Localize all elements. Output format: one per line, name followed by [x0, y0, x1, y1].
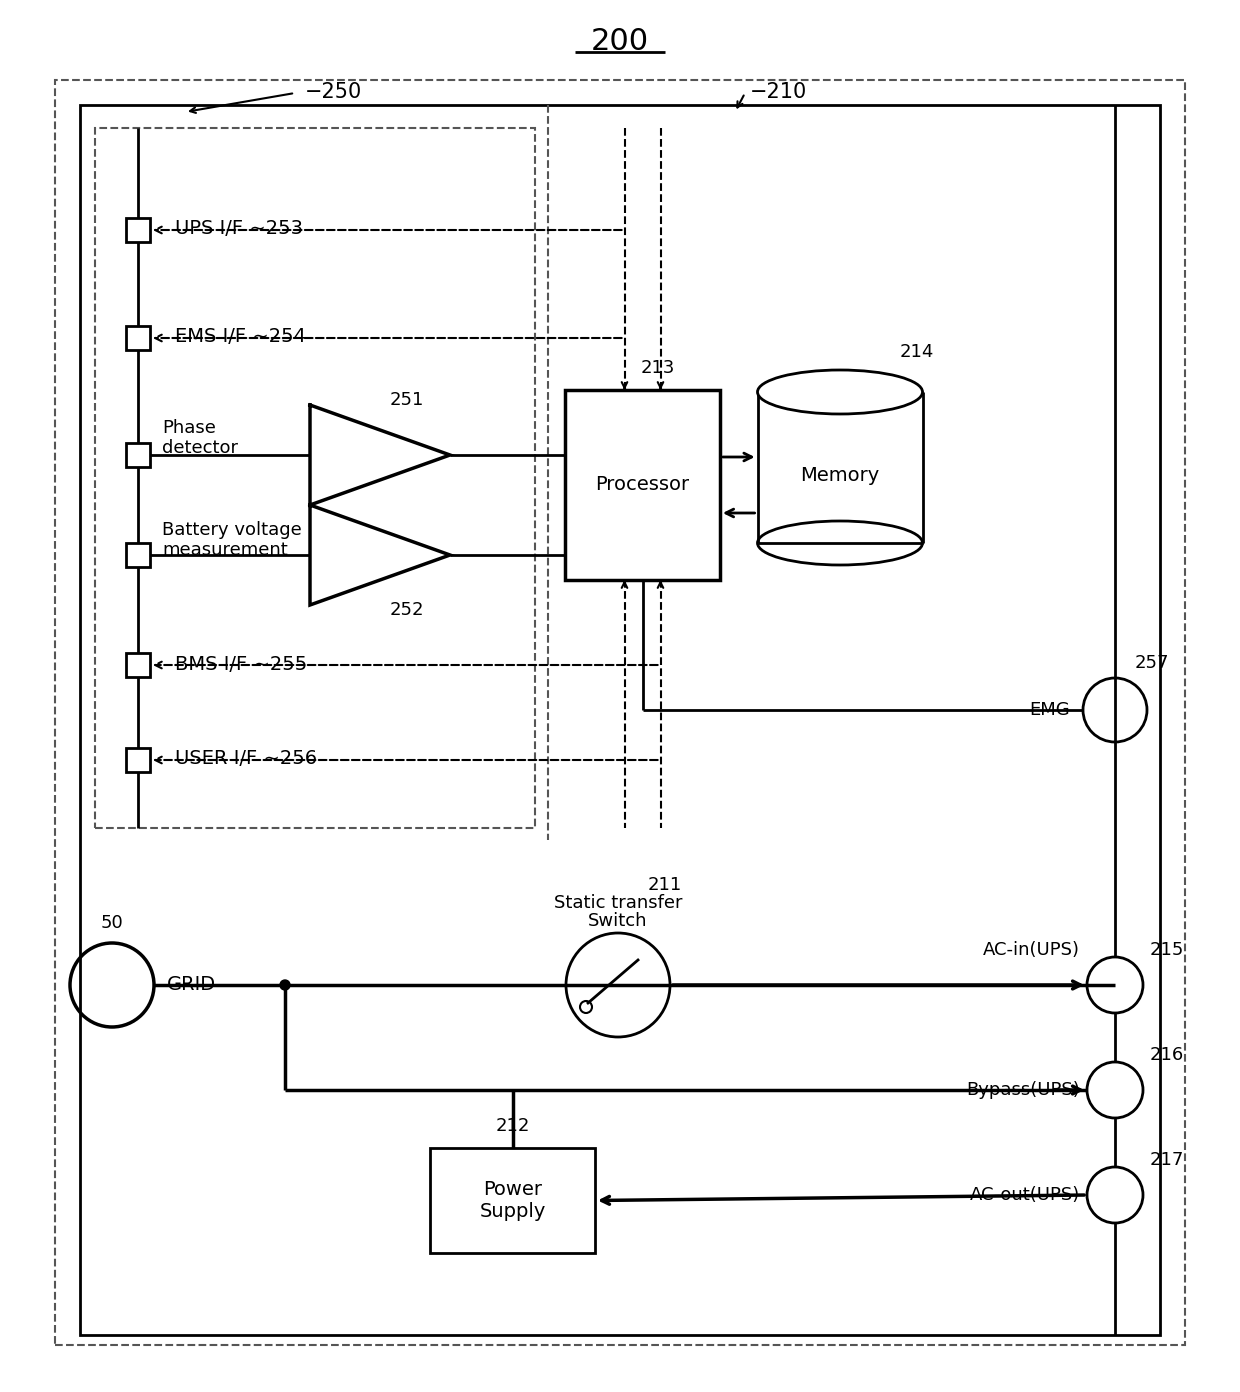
Ellipse shape — [758, 370, 923, 413]
Bar — [95, 128, 534, 828]
Text: Battery voltage: Battery voltage — [162, 521, 301, 539]
Text: Memory: Memory — [800, 466, 879, 484]
Circle shape — [280, 980, 290, 990]
Text: Phase: Phase — [162, 419, 216, 437]
Text: 215: 215 — [1149, 941, 1184, 959]
Text: Bypass(UPS): Bypass(UPS) — [966, 1082, 1080, 1100]
Text: GRID: GRID — [167, 976, 216, 994]
Text: AC-out(UPS): AC-out(UPS) — [970, 1186, 1080, 1204]
Text: 214: 214 — [900, 342, 935, 361]
Text: USER I/F ∼256: USER I/F ∼256 — [175, 749, 317, 768]
Text: AC-in(UPS): AC-in(UPS) — [983, 941, 1080, 959]
Text: Power
Supply: Power Supply — [480, 1180, 546, 1221]
Bar — [126, 219, 150, 242]
Text: BMS I/F ∼255: BMS I/F ∼255 — [175, 654, 308, 674]
Text: 251: 251 — [391, 391, 424, 409]
Text: 217: 217 — [1149, 1151, 1184, 1169]
Bar — [126, 543, 150, 567]
Text: 257: 257 — [1135, 654, 1169, 672]
Bar — [565, 390, 720, 580]
Text: −250: −250 — [305, 82, 362, 102]
Text: 252: 252 — [391, 601, 424, 619]
Text: 213: 213 — [640, 359, 675, 377]
Text: detector: detector — [162, 438, 238, 457]
Bar — [126, 443, 150, 466]
Text: 211: 211 — [649, 876, 682, 894]
Text: Processor: Processor — [595, 476, 689, 494]
Text: measurement: measurement — [162, 541, 288, 560]
Text: Switch: Switch — [588, 912, 647, 930]
Text: UPS I/F ∼253: UPS I/F ∼253 — [175, 220, 303, 238]
Bar — [430, 1148, 595, 1253]
Text: −210: −210 — [750, 82, 807, 102]
Text: 216: 216 — [1149, 1045, 1184, 1063]
Text: EMS I/F ∼254: EMS I/F ∼254 — [175, 327, 306, 347]
Text: 50: 50 — [100, 915, 123, 933]
Text: Static transfer: Static transfer — [554, 894, 682, 912]
Bar — [126, 748, 150, 773]
Bar — [81, 104, 1159, 1335]
Text: 200: 200 — [591, 28, 649, 57]
Text: EMG: EMG — [1029, 702, 1070, 720]
Bar — [126, 653, 150, 677]
Bar — [126, 326, 150, 349]
Text: 212: 212 — [495, 1116, 529, 1134]
